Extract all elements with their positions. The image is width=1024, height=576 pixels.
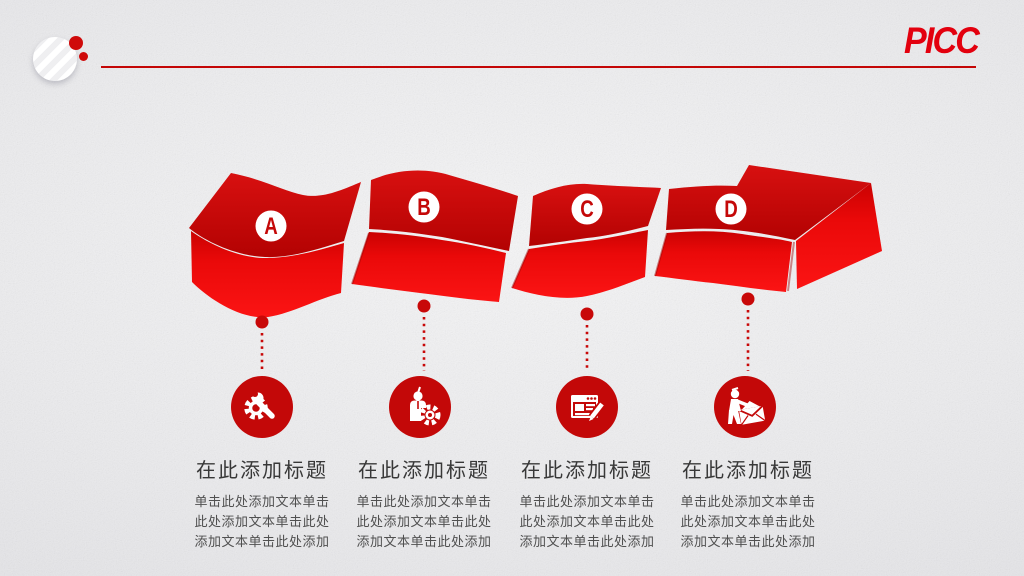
picc-logo: PICC <box>904 20 980 61</box>
column-title: 在此添加标题 <box>358 460 490 482</box>
gear-wrench-icon <box>231 376 293 438</box>
connector-dot <box>741 292 755 306</box>
column-body-line: 单击此处添加文本单击 <box>680 494 816 509</box>
decor-dot-large <box>69 36 83 50</box>
segment-label-c: C <box>571 193 603 225</box>
segment-label-b: B <box>408 191 440 223</box>
header-divider-line <box>101 66 976 68</box>
web-edit-icon <box>556 376 618 438</box>
ribbon-segment-a <box>189 173 361 318</box>
segment-label-a: A <box>255 210 287 242</box>
column-body: 单击此处添加文本单击 此处添加文本单击此处 添加文本单击此处添加 <box>653 492 843 552</box>
column-title: 在此添加标题 <box>682 460 814 482</box>
column-body-line: 此处添加文本单击此处 <box>680 514 816 529</box>
ribbon-segment-d <box>654 165 882 292</box>
column-4: 在此添加标题 单击此处添加文本单击 此处添加文本单击此处 添加文本单击此处添加 <box>653 454 843 552</box>
column-body-line: 添加文本单击此处添加 <box>356 534 492 549</box>
decor-dot-small <box>79 52 88 61</box>
segment-letter: B <box>417 194 431 221</box>
segment-letter: A <box>264 213 278 240</box>
segment-letter: D <box>724 196 738 223</box>
column-body-line: 添加文本单击此处添加 <box>680 534 816 549</box>
column-2: 在此添加标题 单击此处添加文本单击 此处添加文本单击此处 添加文本单击此处添加 <box>329 454 519 552</box>
mail-loading-icon <box>714 376 776 438</box>
segment-label-d: D <box>715 193 747 225</box>
worker-gear-icon <box>389 376 451 438</box>
connector-dot <box>417 299 431 313</box>
segment-letter: C <box>580 196 594 223</box>
connector-dot <box>255 315 269 329</box>
ribbon-segment-b <box>351 170 518 302</box>
column-body-line: 此处添加文本单击此处 <box>356 514 492 529</box>
column-body: 单击此处添加文本单击 此处添加文本单击此处 添加文本单击此处添加 <box>329 492 519 552</box>
connectors <box>255 292 755 371</box>
column-body-line: 单击此处添加文本单击 <box>356 494 492 509</box>
connector-dot <box>580 307 594 321</box>
